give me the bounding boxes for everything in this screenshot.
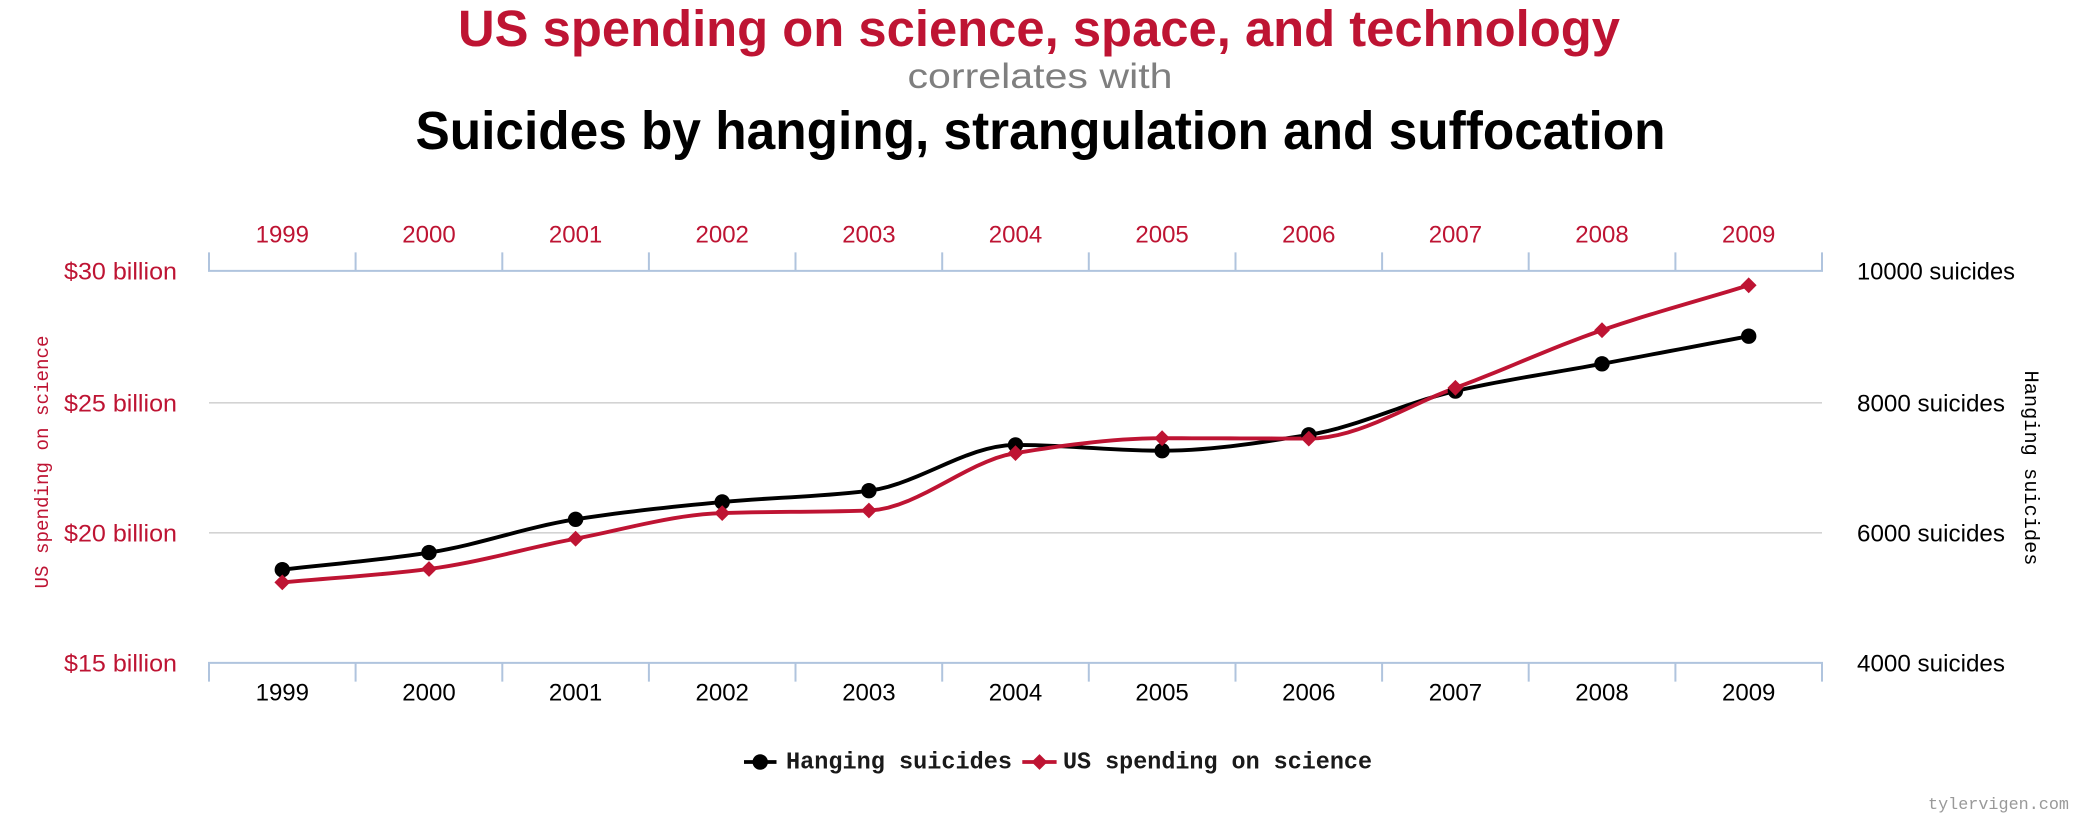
svg-text:2001: 2001	[549, 680, 602, 707]
svg-text:US spending on science: US spending on science	[1063, 750, 1372, 777]
svg-text:2007: 2007	[1429, 222, 1482, 249]
svg-text:tylervigen.com: tylervigen.com	[1928, 796, 2069, 815]
svg-text:2009: 2009	[1722, 680, 1775, 707]
svg-text:2008: 2008	[1575, 222, 1628, 249]
svg-text:2001: 2001	[549, 222, 602, 249]
svg-text:2006: 2006	[1282, 680, 1335, 707]
svg-text:correlates with: correlates with	[908, 57, 1173, 96]
svg-text:$25 billion: $25 billion	[64, 390, 177, 417]
svg-text:6000 suicides: 6000 suicides	[1857, 520, 2005, 547]
svg-text:US spending on science: US spending on science	[32, 336, 54, 589]
svg-text:$20 billion: $20 billion	[64, 520, 177, 547]
svg-text:1999: 1999	[256, 680, 309, 707]
svg-text:10000 suicides: 10000 suicides	[1857, 259, 2015, 286]
svg-text:$30 billion: $30 billion	[64, 259, 177, 286]
svg-text:Hanging suicides: Hanging suicides	[2018, 371, 2041, 566]
svg-text:2002: 2002	[696, 680, 749, 707]
svg-text:2006: 2006	[1282, 222, 1335, 249]
svg-text:US spending on science, space,: US spending on science, space, and techn…	[458, 0, 1621, 57]
svg-text:4000 suicides: 4000 suicides	[1857, 651, 2005, 678]
svg-text:8000 suicides: 8000 suicides	[1857, 390, 2005, 417]
svg-text:Hanging suicides: Hanging suicides	[786, 750, 1012, 777]
svg-text:2004: 2004	[989, 222, 1042, 249]
svg-text:1999: 1999	[256, 222, 309, 249]
svg-text:2005: 2005	[1135, 222, 1188, 249]
svg-text:2005: 2005	[1135, 680, 1188, 707]
svg-text:2000: 2000	[402, 222, 455, 249]
svg-text:Suicides by hanging, strangula: Suicides by hanging, strangulation and s…	[416, 101, 1666, 161]
svg-text:2009: 2009	[1722, 222, 1775, 249]
svg-text:2004: 2004	[989, 680, 1042, 707]
svg-text:2003: 2003	[842, 222, 895, 249]
svg-text:2008: 2008	[1575, 680, 1628, 707]
svg-text:2003: 2003	[842, 680, 895, 707]
svg-text:$15 billion: $15 billion	[64, 651, 177, 678]
svg-text:2007: 2007	[1429, 680, 1482, 707]
svg-text:2002: 2002	[696, 222, 749, 249]
svg-text:2000: 2000	[402, 680, 455, 707]
